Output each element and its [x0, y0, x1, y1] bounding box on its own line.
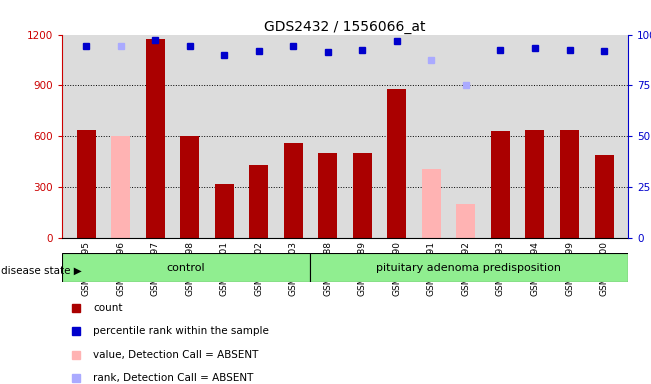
Text: disease state ▶: disease state ▶ — [1, 266, 82, 276]
Bar — [560, 129, 579, 238]
Bar — [180, 136, 199, 238]
Title: GDS2432 / 1556066_at: GDS2432 / 1556066_at — [264, 20, 426, 33]
Bar — [353, 153, 372, 238]
Bar — [215, 184, 234, 238]
Bar — [284, 143, 303, 238]
Bar — [387, 89, 406, 238]
Bar — [249, 165, 268, 238]
Bar — [422, 169, 441, 238]
Text: count: count — [93, 303, 122, 313]
Bar — [77, 129, 96, 238]
Bar — [456, 204, 475, 238]
Bar — [525, 129, 544, 238]
Bar — [491, 131, 510, 238]
Bar — [111, 136, 130, 238]
Bar — [146, 39, 165, 238]
Text: control: control — [167, 263, 205, 273]
Bar — [310, 253, 628, 282]
Text: rank, Detection Call = ABSENT: rank, Detection Call = ABSENT — [93, 372, 253, 382]
Bar — [62, 253, 310, 282]
Bar — [594, 155, 613, 238]
Text: percentile rank within the sample: percentile rank within the sample — [93, 326, 269, 336]
Text: value, Detection Call = ABSENT: value, Detection Call = ABSENT — [93, 349, 258, 359]
Bar — [318, 153, 337, 238]
Text: pituitary adenoma predisposition: pituitary adenoma predisposition — [376, 263, 561, 273]
